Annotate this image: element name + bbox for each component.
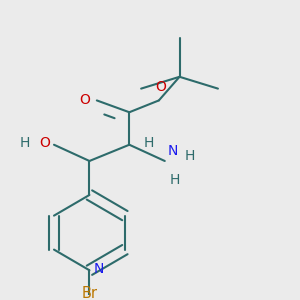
Text: H: H (20, 136, 30, 150)
Text: H: H (143, 136, 154, 150)
Text: O: O (80, 92, 90, 106)
Text: O: O (40, 136, 50, 150)
Text: N: N (167, 144, 178, 158)
Text: H: H (185, 149, 195, 163)
Text: H: H (169, 173, 180, 187)
Text: O: O (155, 80, 166, 94)
Text: Br: Br (81, 286, 98, 300)
Text: N: N (94, 262, 104, 276)
